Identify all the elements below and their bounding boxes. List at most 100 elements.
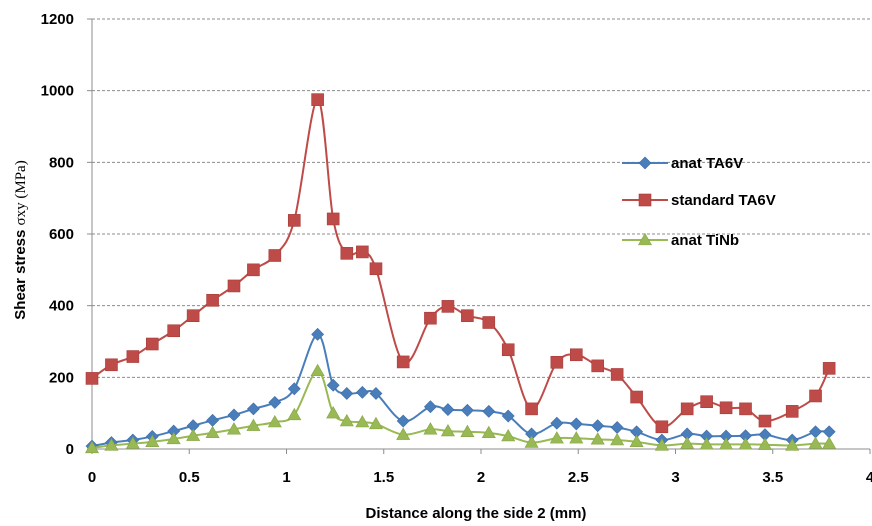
data-point-2-4 <box>166 431 181 445</box>
series-line-1 <box>91 98 831 428</box>
data-point-1-6 <box>206 293 219 307</box>
data-point-1-2 <box>126 350 140 363</box>
y-axis-title-symbol: σxy (MPa) <box>13 160 29 225</box>
x-tick-label-0: 0 <box>88 469 96 486</box>
data-point-1-26 <box>610 368 624 381</box>
data-point-2-19 <box>460 424 475 437</box>
data-point-1-14 <box>356 245 369 259</box>
y-tick-label-4: 800 <box>49 154 74 171</box>
x-axis-title: Distance along the side 2 (mm) <box>366 505 587 522</box>
data-point-1-33 <box>758 414 772 428</box>
data-point-1-35 <box>809 389 822 403</box>
data-point-1-20 <box>482 316 496 329</box>
data-point-1-13 <box>340 247 354 260</box>
data-point-1-32 <box>739 402 752 416</box>
series-0 <box>85 327 836 453</box>
data-point-1-0 <box>85 372 99 385</box>
data-point-2-28 <box>654 438 669 451</box>
x-tick-label-1: 0.5 <box>179 469 200 486</box>
data-point-2-0 <box>84 440 100 454</box>
data-point-2-11 <box>310 363 325 377</box>
data-point-0-7 <box>227 408 241 422</box>
legend-entry-2: anat TiNb <box>622 232 739 249</box>
data-point-2-8 <box>246 418 261 431</box>
data-point-2-34 <box>785 438 800 451</box>
data-point-2-3 <box>145 434 160 448</box>
data-point-1-23 <box>550 355 564 369</box>
data-point-1-18 <box>441 300 455 313</box>
data-point-2-14 <box>355 415 370 428</box>
data-point-2-7 <box>226 422 242 435</box>
data-point-0-21 <box>501 409 515 423</box>
data-point-1-21 <box>501 343 515 357</box>
data-point-0-24 <box>569 417 583 431</box>
data-point-2-31 <box>719 437 734 450</box>
data-point-1-11 <box>311 93 324 106</box>
data-point-0-13 <box>340 387 354 400</box>
y-tick-label-3: 600 <box>49 226 74 243</box>
data-point-1-10 <box>287 214 301 227</box>
data-point-1-36 <box>822 362 836 375</box>
x-tick-label-8: 4 <box>866 469 872 486</box>
data-point-2-24 <box>569 431 584 444</box>
data-point-0-15 <box>369 387 383 400</box>
data-point-1-29 <box>680 402 694 416</box>
y-axis-title-prefix: Shear stress <box>12 225 29 319</box>
data-point-0-16 <box>396 414 410 428</box>
data-point-1-12 <box>326 212 340 226</box>
data-point-2-27 <box>629 434 644 448</box>
x-tick-label-3: 1.5 <box>373 469 394 486</box>
data-point-0-17 <box>424 400 437 414</box>
data-point-2-13 <box>339 413 354 427</box>
legend-entry-1: standard TA6V <box>622 192 776 209</box>
data-point-2-5 <box>186 428 201 441</box>
legend-label-2: anat TiNb <box>671 232 739 249</box>
data-point-1-30 <box>700 395 713 409</box>
data-point-2-12 <box>326 406 341 419</box>
data-point-0-23 <box>550 416 564 430</box>
legend-label-1: standard TA6V <box>671 192 776 209</box>
series-1 <box>85 93 836 434</box>
legend-marker-2 <box>637 232 653 246</box>
data-point-2-17 <box>423 422 438 435</box>
data-point-1-15 <box>369 262 383 276</box>
y-tick-label-6: 1200 <box>41 11 74 28</box>
data-point-1-17 <box>424 311 437 325</box>
data-point-2-30 <box>699 437 714 450</box>
data-point-0-25 <box>591 419 605 433</box>
data-point-1-8 <box>247 263 260 277</box>
data-point-0-9 <box>268 395 282 409</box>
data-point-1-3 <box>145 337 159 351</box>
x-tick-label-5: 2.5 <box>568 469 589 486</box>
data-point-0-6 <box>206 413 220 427</box>
x-tick-label-7: 3.5 <box>762 469 783 486</box>
data-point-2-25 <box>590 432 605 445</box>
x-tick-label-2: 1 <box>282 469 290 486</box>
data-point-1-7 <box>227 279 241 293</box>
data-point-2-2 <box>125 436 140 449</box>
data-point-2-16 <box>396 427 411 440</box>
data-point-2-33 <box>757 437 772 450</box>
y-tick-label-1: 200 <box>49 369 74 386</box>
data-point-0-10 <box>287 382 301 396</box>
series-2 <box>84 363 837 454</box>
data-point-1-1 <box>105 358 118 372</box>
legend-marker-1 <box>638 193 652 207</box>
data-point-1-24 <box>570 348 583 362</box>
y-tick-label-2: 400 <box>49 298 74 315</box>
data-point-0-14 <box>355 385 369 399</box>
data-point-1-16 <box>396 355 410 369</box>
data-point-2-26 <box>610 432 625 446</box>
legend: anat TA6V standard TA6V anat TiNb <box>622 155 776 249</box>
data-point-1-27 <box>630 390 643 404</box>
data-point-0-20 <box>482 404 496 418</box>
data-point-0-8 <box>247 402 260 416</box>
data-point-2-36 <box>822 436 837 449</box>
y-tick-label-0: 0 <box>66 441 74 458</box>
series-line-0 <box>91 333 830 448</box>
data-point-2-18 <box>440 423 455 437</box>
data-point-1-9 <box>268 249 282 262</box>
data-point-2-9 <box>267 415 282 428</box>
data-point-0-35 <box>809 425 822 439</box>
legend-marker-0 <box>638 156 652 170</box>
